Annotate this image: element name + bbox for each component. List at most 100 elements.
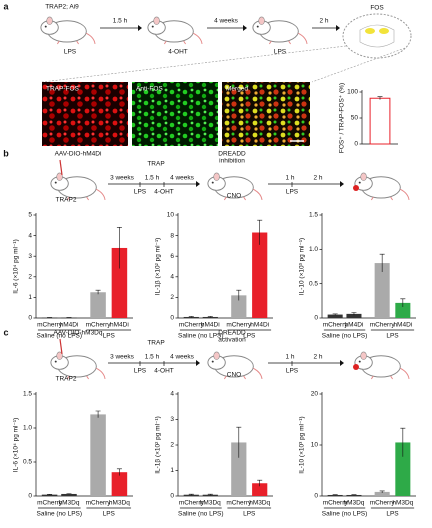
y-tick-label: 1.0: [23, 425, 32, 432]
y-tick-label: 20: [311, 391, 319, 398]
bar: [231, 295, 247, 318]
image-label: Anti-FOS: [136, 86, 163, 93]
treatment: 4-OHT: [168, 49, 188, 56]
y-axis-label: IL-1β (×10² pg ml⁻¹): [155, 238, 162, 296]
x-tick-label: mCherry: [37, 500, 63, 507]
treatment: LPS: [134, 189, 147, 196]
y-tick-label: 2: [28, 274, 32, 281]
treatment: LPS: [64, 49, 77, 56]
x-tick-label: mCherry: [37, 322, 63, 329]
x-tick-label: hM3Dq: [200, 500, 221, 507]
x-tick-label: hM4Di: [250, 322, 269, 329]
y-tick-label: 4: [170, 274, 174, 281]
y-tick-label: 1: [170, 467, 174, 474]
error-bar: [116, 227, 122, 269]
treatment: 4-OHT: [154, 368, 174, 375]
error-bar: [379, 253, 385, 272]
error-bar: [188, 493, 194, 496]
error-bar: [400, 298, 406, 308]
x-tick-label: hM4Di: [110, 322, 129, 329]
bar: [374, 491, 390, 496]
error-bar: [116, 468, 122, 476]
interval: 4 weeks: [214, 18, 239, 25]
error-bar: [257, 219, 263, 245]
y-tick-label: 0: [28, 493, 32, 500]
x-tick-label: hM4Di: [60, 322, 79, 329]
y-tick-label: 100: [347, 89, 358, 96]
y-axis-label: IL-10 (×10³ pg ml⁻¹): [299, 238, 306, 295]
dreadd: DREADD: [218, 330, 246, 337]
interval: 4 weeks: [170, 354, 195, 361]
error-bar: [257, 479, 263, 487]
bar: [369, 97, 391, 145]
error-bar: [400, 427, 406, 457]
bar: [41, 494, 58, 496]
x-tick-label: hM3Dq: [58, 500, 79, 507]
y-axis-label: IL-10 (×10³ pg ml⁻¹): [299, 416, 306, 473]
bar: [346, 313, 362, 318]
error-bar: [207, 493, 213, 496]
group-label: LPS: [386, 333, 399, 340]
x-tick-label: hM3Dq: [249, 500, 270, 507]
bar: [231, 442, 247, 496]
image-label: Merged: [226, 86, 248, 93]
trap: TRAP: [147, 340, 164, 347]
group-label: Saline (no LPS): [178, 511, 224, 518]
group-label: Saline (no LPS): [178, 333, 224, 340]
treatment: LPS: [134, 368, 147, 375]
bar: [111, 472, 128, 496]
y-tick-label: 1.0: [309, 246, 318, 253]
y-tick-label: 0: [354, 141, 358, 148]
y-tick-label: 10: [311, 442, 319, 449]
interval: 3 weeks: [110, 175, 135, 182]
y-tick-label: 2: [170, 294, 174, 301]
x-tick-label: hM4Di: [393, 322, 412, 329]
y-tick-label: 1: [28, 294, 32, 301]
error-bar: [188, 316, 194, 318]
timeline-drawing: [50, 159, 410, 380]
treatment: LPS: [274, 49, 287, 56]
x-tick-label: mCherry: [179, 322, 205, 329]
interval: 2 h: [313, 175, 322, 182]
error-bar: [351, 494, 357, 496]
x-tick-label: hM4Di: [201, 322, 220, 329]
bar: [327, 314, 343, 318]
x-tick-label: mCherry: [86, 500, 112, 507]
virus: AAV-DIO-hM4Di: [55, 151, 102, 158]
y-tick-label: 1.5: [309, 212, 318, 219]
mouse-line: TRAP2: [56, 197, 77, 204]
group-label: Saline (no LPS): [37, 333, 83, 340]
cno: CNO: [227, 193, 241, 200]
y-axis-label: IL-1β (×10² pg ml⁻¹): [155, 416, 162, 474]
bar: [374, 263, 390, 318]
bar: [90, 414, 106, 496]
y-tick-label: 5: [28, 212, 32, 219]
region-label: FOS: [370, 5, 384, 12]
error-bar: [95, 410, 101, 418]
y-tick-label: 3: [170, 416, 174, 423]
y-tick-label: 50: [351, 115, 359, 122]
y-tick-label: 3: [28, 253, 32, 260]
interval: 1.5 h: [113, 18, 128, 25]
error-bar: [236, 426, 242, 458]
y-tick-label: 6: [170, 253, 174, 260]
y-axis-label: FOS⁺ / TRAP-FOS⁺ (%): [339, 83, 346, 153]
group-label: LPS: [103, 333, 116, 340]
x-tick-label: hM3Dq: [343, 500, 364, 507]
y-tick-label: 0.5: [309, 280, 318, 287]
bar: [252, 232, 268, 318]
y-tick-label: 0.5: [23, 459, 32, 466]
image-label: TRAP-FOS: [46, 86, 80, 93]
bar: [395, 302, 411, 318]
y-tick-label: 0: [314, 315, 318, 322]
interval: 1.5 h: [145, 175, 160, 182]
dreadd: activation: [218, 337, 246, 344]
virus: AAV-DIO-hM3Dq: [53, 330, 102, 337]
y-tick-label: 0: [28, 315, 32, 322]
y-tick-label: 4: [28, 232, 32, 239]
bar: [90, 292, 106, 318]
interval: 4 weeks: [170, 175, 195, 182]
interval: 2 h: [319, 18, 328, 25]
x-tick-label: hM4Di: [345, 322, 364, 329]
trap: TRAP: [147, 161, 164, 168]
